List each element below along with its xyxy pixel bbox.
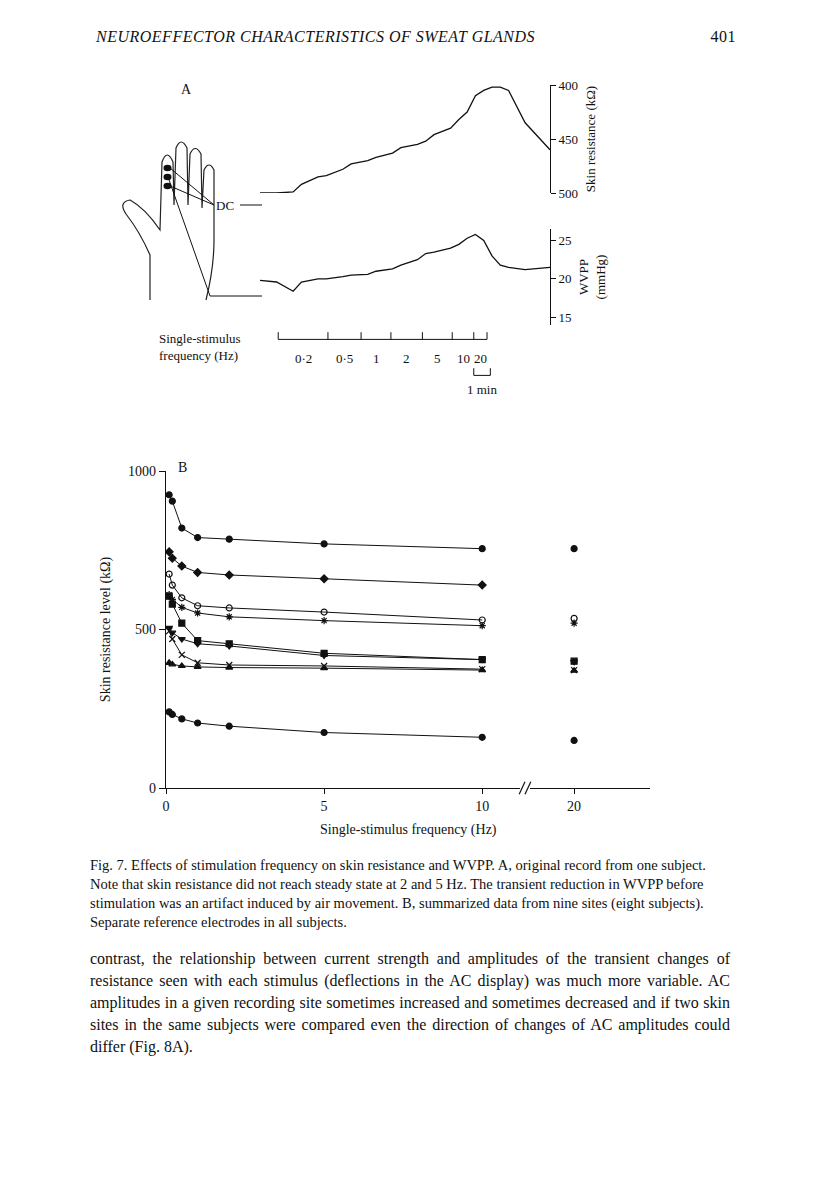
svg-text:500: 500 (135, 622, 156, 637)
svg-text:Skin resistance (kΩ): Skin resistance (kΩ) (583, 86, 598, 192)
svg-text:Skin resistance level (kΩ): Skin resistance level (kΩ) (98, 557, 114, 703)
svg-text:5: 5 (434, 351, 441, 366)
svg-text:WVPP(mmHg): WVPP(mmHg) (576, 255, 608, 300)
html-text:Fig. 7. Effects of stimulation: Fig. 7. Effects of stimulation frequency… (90, 857, 706, 930)
svg-text:500: 500 (559, 186, 579, 201)
svg-text:1000: 1000 (128, 464, 156, 479)
html-text:401: 401 (710, 28, 736, 45)
svg-text:400: 400 (559, 78, 579, 93)
svg-text:20: 20 (559, 271, 572, 286)
svg-text:DC: DC (216, 198, 234, 213)
svg-text:450: 450 (559, 132, 579, 147)
svg-text:0: 0 (163, 799, 170, 814)
svg-text:15: 15 (559, 310, 572, 325)
svg-text:Single-stimulusfrequency (Hz): Single-stimulusfrequency (Hz) (159, 331, 241, 363)
svg-text:0·2: 0·2 (295, 351, 312, 366)
svg-text:0·5: 0·5 (336, 351, 353, 366)
svg-text:A: A (181, 82, 192, 97)
svg-text:10: 10 (457, 351, 470, 366)
html-text:NEUROEFFECTOR CHARACTERISTICS: NEUROEFFECTOR CHARACTERISTICS OF SWEAT G… (96, 28, 536, 45)
svg-text:B: B (178, 460, 187, 475)
svg-text:2: 2 (403, 351, 410, 366)
svg-text:25: 25 (559, 233, 572, 248)
html-text:contrast, the relationship bet: contrast, the relationship between curre… (90, 950, 730, 1055)
svg-text:1 min: 1 min (467, 382, 497, 397)
svg-text:5: 5 (321, 799, 328, 814)
svg-text:20: 20 (567, 799, 581, 814)
svg-text:1: 1 (373, 351, 380, 366)
svg-text:20: 20 (474, 351, 487, 366)
svg-text:0: 0 (149, 781, 156, 796)
svg-text:10: 10 (475, 799, 489, 814)
svg-text:Single-stimulus frequency (Hz): Single-stimulus frequency (Hz) (320, 822, 497, 838)
